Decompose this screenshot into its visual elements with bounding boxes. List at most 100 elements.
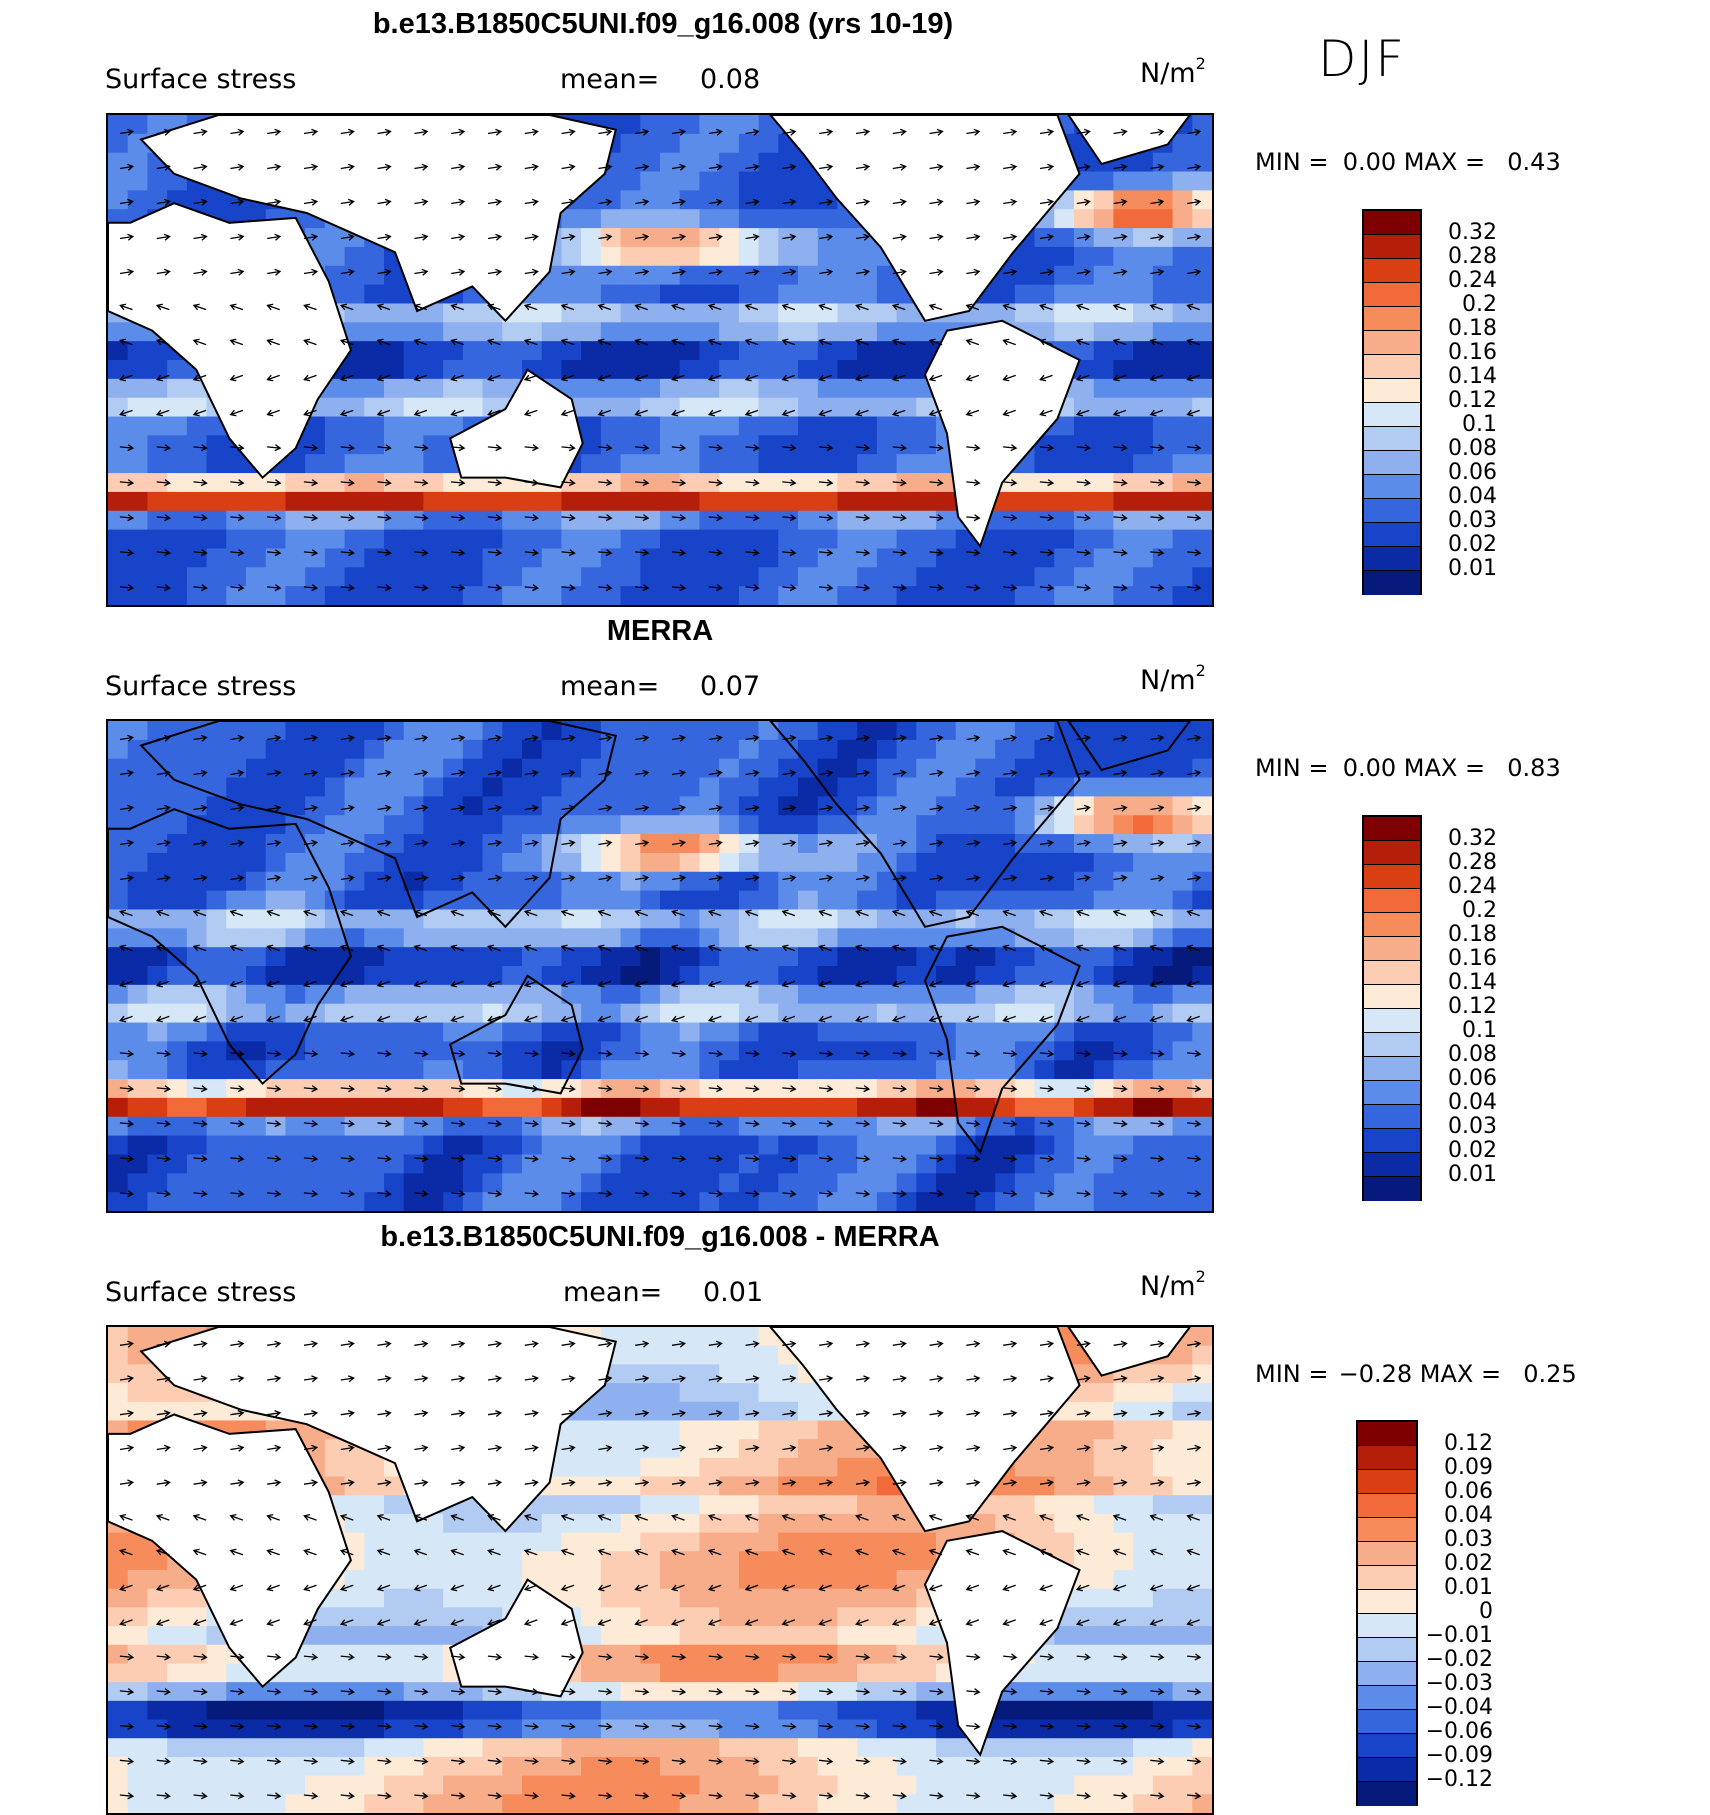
field-cell xyxy=(620,1663,641,1683)
vector-arrow xyxy=(1003,163,1018,171)
field-cell xyxy=(857,284,878,305)
field-cell xyxy=(699,1682,720,1702)
field-cell xyxy=(896,984,917,1005)
field-cell xyxy=(147,1135,168,1156)
min-label: MIN = xyxy=(1255,148,1329,176)
field-cell xyxy=(285,548,306,568)
field-cell xyxy=(127,435,149,455)
vector-arrow xyxy=(819,1190,834,1198)
field-cell xyxy=(462,1135,484,1156)
field-cell xyxy=(1113,1626,1134,1646)
vector-arrow xyxy=(524,233,539,241)
vector-arrow xyxy=(782,444,797,452)
field-cell xyxy=(699,322,720,342)
field-cell xyxy=(482,378,503,399)
field-cell xyxy=(640,1192,661,1211)
field-cell xyxy=(403,1682,425,1702)
field-cell xyxy=(344,1457,365,1478)
field-cell xyxy=(758,871,779,892)
field-cell xyxy=(1133,1682,1154,1702)
field-cell xyxy=(1113,890,1134,911)
field-cell xyxy=(640,1513,661,1534)
field-cell xyxy=(1074,739,1095,760)
field-cell xyxy=(1133,1097,1154,1118)
field-cell xyxy=(127,1173,149,1193)
field-cell xyxy=(462,928,484,948)
field-cell xyxy=(108,721,129,741)
field-cell xyxy=(541,303,563,323)
field-cell xyxy=(423,491,444,512)
field-cell xyxy=(896,416,917,436)
field-cell xyxy=(147,1060,168,1080)
field-cell xyxy=(344,758,365,779)
field-cell xyxy=(660,852,681,873)
field-cell xyxy=(1113,1532,1134,1552)
field-cell xyxy=(364,796,385,816)
field-cell xyxy=(1014,1022,1036,1042)
field-cell xyxy=(620,1607,641,1627)
vector-arrow xyxy=(451,233,466,241)
field-cell xyxy=(936,1079,957,1099)
vector-arrow xyxy=(561,1085,576,1093)
vector-arrow xyxy=(303,769,319,777)
field-cell xyxy=(758,721,779,741)
field-cell xyxy=(462,984,484,1005)
field-cell xyxy=(620,548,641,568)
field-cell xyxy=(955,947,977,967)
field-cell xyxy=(364,815,385,835)
field-cell xyxy=(1192,1079,1212,1099)
vector-arrow xyxy=(267,268,282,276)
field-cell xyxy=(817,777,839,797)
field-cell xyxy=(324,491,346,512)
field-cell xyxy=(1093,1079,1115,1099)
field-cell xyxy=(147,1551,168,1571)
field-cell xyxy=(226,586,247,605)
field-cell xyxy=(1054,1154,1075,1174)
field-cell xyxy=(1172,1116,1193,1137)
field-cell xyxy=(1133,1513,1154,1534)
vector-arrow xyxy=(1039,1050,1055,1058)
vector-arrow xyxy=(1187,1085,1202,1093)
field-cell xyxy=(857,510,878,531)
field-cell xyxy=(738,529,760,550)
field-cell xyxy=(758,397,779,418)
field-cell xyxy=(679,739,701,760)
field-cell xyxy=(443,721,464,741)
vector-arrow xyxy=(635,874,650,882)
field-cell xyxy=(581,303,602,323)
field-cell xyxy=(778,1495,799,1515)
field-cell xyxy=(1093,834,1115,854)
vector-arrow xyxy=(487,909,501,917)
field-cell xyxy=(522,1116,543,1137)
field-cell xyxy=(778,209,799,229)
vector-arrow xyxy=(1150,1120,1165,1128)
field-cell xyxy=(857,1495,878,1515)
vector-arrow xyxy=(855,549,871,557)
field-cell xyxy=(502,758,523,779)
vector-arrow xyxy=(782,839,797,847)
field-cell xyxy=(423,1041,444,1061)
field-cell xyxy=(600,1154,622,1174)
field-cell xyxy=(798,1135,819,1156)
field-cell xyxy=(995,928,1016,948)
field-cell xyxy=(403,1041,425,1061)
field-cell xyxy=(581,1192,602,1211)
vector-arrow xyxy=(414,1120,429,1128)
vector-arrow xyxy=(561,584,576,592)
field-cell xyxy=(147,984,168,1005)
field-cell xyxy=(738,1135,760,1156)
vector-arrow xyxy=(1003,233,1018,241)
field-cell xyxy=(758,1476,779,1496)
field-cell xyxy=(1133,1173,1154,1193)
field-cell xyxy=(640,454,661,474)
field-cell xyxy=(108,1607,129,1627)
vector-arrow xyxy=(1003,584,1018,592)
field-cell xyxy=(1054,548,1075,568)
field-cell xyxy=(699,721,720,741)
field-cell xyxy=(127,1327,149,1347)
field-cell xyxy=(876,1003,898,1024)
field-cell xyxy=(206,1401,227,1422)
field-cell xyxy=(167,928,188,948)
field-cell xyxy=(758,1097,779,1118)
vector-arrow xyxy=(156,769,171,777)
